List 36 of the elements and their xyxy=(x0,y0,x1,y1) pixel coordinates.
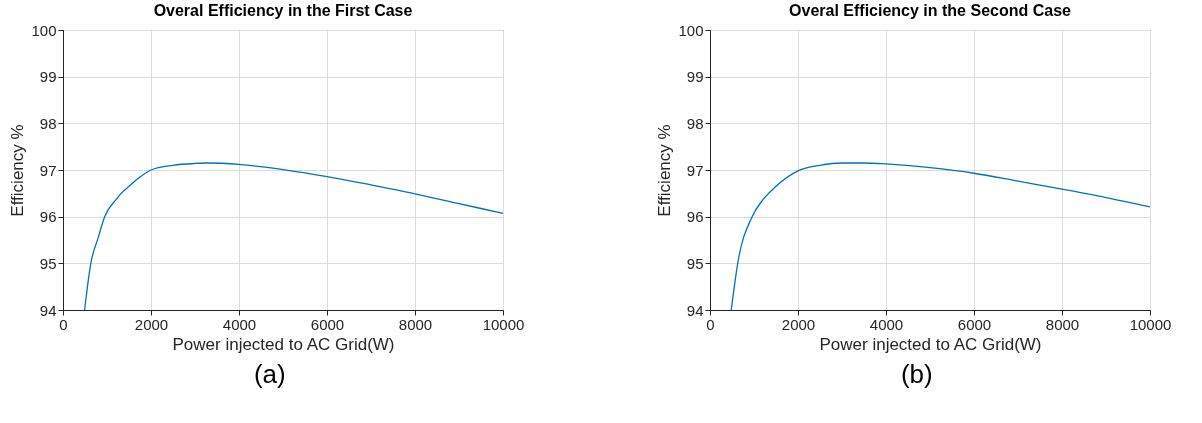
y-tick-label: 97 xyxy=(686,161,704,179)
chart-title: Overal Efficiency in the Second Case xyxy=(789,2,1072,19)
y-tick-label: 100 xyxy=(31,21,57,39)
y-tick-label: 94 xyxy=(39,301,57,319)
x-tick-label: 6000 xyxy=(957,315,992,333)
x-axis-title: Power injected to AC Grid(W) xyxy=(819,334,1042,354)
x-tick-label: 4000 xyxy=(869,315,904,333)
y-tick-label: 100 xyxy=(678,21,704,39)
y-tick-label: 96 xyxy=(686,208,704,226)
x-axis-title: Power injected to AC Grid(W) xyxy=(172,334,395,354)
line-series xyxy=(730,162,1151,311)
line-series xyxy=(83,162,504,311)
x-tick-label: 0 xyxy=(59,315,68,333)
y-tick-label: 98 xyxy=(686,114,704,132)
x-tick-label: 10000 xyxy=(482,315,525,333)
x-tick-label: 2000 xyxy=(781,315,816,333)
x-tick-label: 0 xyxy=(706,315,715,333)
y-tick-label: 95 xyxy=(39,254,57,272)
y-tick-label: 95 xyxy=(686,254,704,272)
text: (b) xyxy=(900,359,933,389)
y-tick-label: 99 xyxy=(39,68,57,86)
y-tick-label: 96 xyxy=(39,208,57,226)
x-tick-label: 2000 xyxy=(134,315,169,333)
x-tick-label: 8000 xyxy=(398,315,433,333)
y-tick-label: 98 xyxy=(39,114,57,132)
x-tick-label: 4000 xyxy=(222,315,257,333)
x-tick-label: 6000 xyxy=(310,315,345,333)
y-tick-label: 94 xyxy=(686,301,704,319)
y-tick-label: 99 xyxy=(686,68,704,86)
chart-title: Overal Efficiency in the First Case xyxy=(153,2,413,19)
x-tick-label: 10000 xyxy=(1129,315,1172,333)
text: (a) xyxy=(253,359,286,389)
y-tick-label: 97 xyxy=(39,161,57,179)
y-axis-title: Efficiency % xyxy=(8,124,28,217)
x-tick-label: 8000 xyxy=(1045,315,1080,333)
y-axis-title: Efficiency % xyxy=(655,124,675,217)
